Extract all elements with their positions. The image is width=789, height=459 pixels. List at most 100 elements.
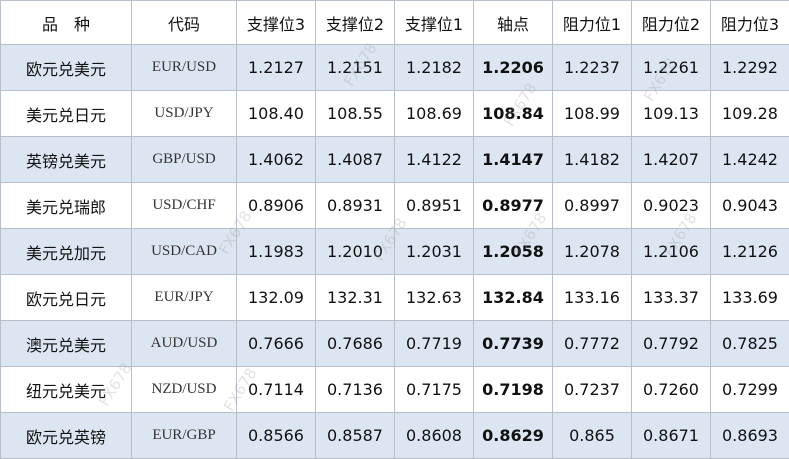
header-resistance-3: 阻力位3 bbox=[711, 1, 789, 45]
support-1-value: 0.7175 bbox=[395, 367, 474, 413]
resistance-1-value: 0.7237 bbox=[553, 367, 632, 413]
resistance-3-value: 0.8693 bbox=[711, 413, 789, 459]
instrument-name: 英镑兑美元 bbox=[1, 137, 132, 183]
pivot-value: 0.8629 bbox=[474, 413, 553, 459]
pivot-value: 1.2206 bbox=[474, 45, 553, 91]
support-3-value: 1.1983 bbox=[237, 229, 316, 275]
instrument-code: NZD/USD bbox=[132, 367, 237, 413]
resistance-3-value: 0.7299 bbox=[711, 367, 789, 413]
pivot-value: 132.84 bbox=[474, 275, 553, 321]
instrument-code: USD/CHF bbox=[132, 183, 237, 229]
table-header-row: 品 种 代码 支撑位3 支撑位2 支撑位1 轴点 阻力位1 阻力位2 阻力位3 bbox=[1, 1, 789, 45]
resistance-1-value: 1.2078 bbox=[553, 229, 632, 275]
resistance-2-value: 0.9023 bbox=[632, 183, 711, 229]
instrument-code: AUD/USD bbox=[132, 321, 237, 367]
support-3-value: 0.8566 bbox=[237, 413, 316, 459]
instrument-code: EUR/JPY bbox=[132, 275, 237, 321]
support-1-value: 1.4122 bbox=[395, 137, 474, 183]
pivot-value: 0.8977 bbox=[474, 183, 553, 229]
support-3-value: 1.2127 bbox=[237, 45, 316, 91]
instrument-code: GBP/USD bbox=[132, 137, 237, 183]
header-support-2: 支撑位2 bbox=[316, 1, 395, 45]
instrument-name: 欧元兑日元 bbox=[1, 275, 132, 321]
support-2-value: 0.8587 bbox=[316, 413, 395, 459]
resistance-3-value: 0.9043 bbox=[711, 183, 789, 229]
header-code: 代码 bbox=[132, 1, 237, 45]
header-instrument: 品 种 bbox=[1, 1, 132, 45]
support-3-value: 132.09 bbox=[237, 275, 316, 321]
instrument-name: 美元兑加元 bbox=[1, 229, 132, 275]
support-1-value: 1.2031 bbox=[395, 229, 474, 275]
resistance-2-value: 1.2261 bbox=[632, 45, 711, 91]
support-1-value: 0.7719 bbox=[395, 321, 474, 367]
resistance-1-value: 133.16 bbox=[553, 275, 632, 321]
support-2-value: 132.31 bbox=[316, 275, 395, 321]
resistance-1-value: 0.865 bbox=[553, 413, 632, 459]
resistance-3-value: 133.69 bbox=[711, 275, 789, 321]
header-support-3: 支撑位3 bbox=[237, 1, 316, 45]
resistance-1-value: 0.7772 bbox=[553, 321, 632, 367]
resistance-1-value: 1.4182 bbox=[553, 137, 632, 183]
pivot-value: 108.84 bbox=[474, 91, 553, 137]
support-1-value: 108.69 bbox=[395, 91, 474, 137]
pivot-value: 0.7198 bbox=[474, 367, 553, 413]
instrument-code: EUR/USD bbox=[132, 45, 237, 91]
header-resistance-1: 阻力位1 bbox=[553, 1, 632, 45]
pivot-value: 1.4147 bbox=[474, 137, 553, 183]
support-1-value: 1.2182 bbox=[395, 45, 474, 91]
support-3-value: 0.7114 bbox=[237, 367, 316, 413]
resistance-2-value: 0.7260 bbox=[632, 367, 711, 413]
instrument-code: EUR/GBP bbox=[132, 413, 237, 459]
resistance-2-value: 0.8671 bbox=[632, 413, 711, 459]
header-resistance-2: 阻力位2 bbox=[632, 1, 711, 45]
resistance-2-value: 1.4207 bbox=[632, 137, 711, 183]
resistance-2-value: 1.2106 bbox=[632, 229, 711, 275]
resistance-1-value: 0.8997 bbox=[553, 183, 632, 229]
support-1-value: 0.8608 bbox=[395, 413, 474, 459]
instrument-name: 美元兑日元 bbox=[1, 91, 132, 137]
resistance-3-value: 1.2126 bbox=[711, 229, 789, 275]
support-2-value: 0.7686 bbox=[316, 321, 395, 367]
resistance-2-value: 133.37 bbox=[632, 275, 711, 321]
resistance-2-value: 109.13 bbox=[632, 91, 711, 137]
resistance-3-value: 1.4242 bbox=[711, 137, 789, 183]
resistance-2-value: 0.7792 bbox=[632, 321, 711, 367]
header-pivot: 轴点 bbox=[474, 1, 553, 45]
instrument-name: 欧元兑英镑 bbox=[1, 413, 132, 459]
support-3-value: 108.40 bbox=[237, 91, 316, 137]
pivot-value: 0.7739 bbox=[474, 321, 553, 367]
header-support-1: 支撑位1 bbox=[395, 1, 474, 45]
pivot-value: 1.2058 bbox=[474, 229, 553, 275]
support-1-value: 132.63 bbox=[395, 275, 474, 321]
resistance-1-value: 1.2237 bbox=[553, 45, 632, 91]
instrument-name: 澳元兑美元 bbox=[1, 321, 132, 367]
instrument-code: USD/CAD bbox=[132, 229, 237, 275]
support-2-value: 1.4087 bbox=[316, 137, 395, 183]
support-3-value: 0.7666 bbox=[237, 321, 316, 367]
support-2-value: 1.2010 bbox=[316, 229, 395, 275]
support-3-value: 1.4062 bbox=[237, 137, 316, 183]
instrument-name: 欧元兑美元 bbox=[1, 45, 132, 91]
support-1-value: 0.8951 bbox=[395, 183, 474, 229]
resistance-3-value: 1.2292 bbox=[711, 45, 789, 91]
support-2-value: 0.7136 bbox=[316, 367, 395, 413]
instrument-code: USD/JPY bbox=[132, 91, 237, 137]
resistance-1-value: 108.99 bbox=[553, 91, 632, 137]
support-2-value: 0.8931 bbox=[316, 183, 395, 229]
support-3-value: 0.8906 bbox=[237, 183, 316, 229]
instrument-name: 纽元兑美元 bbox=[1, 367, 132, 413]
instrument-name: 美元兑瑞郎 bbox=[1, 183, 132, 229]
support-2-value: 1.2151 bbox=[316, 45, 395, 91]
support-2-value: 108.55 bbox=[316, 91, 395, 137]
resistance-3-value: 109.28 bbox=[711, 91, 789, 137]
